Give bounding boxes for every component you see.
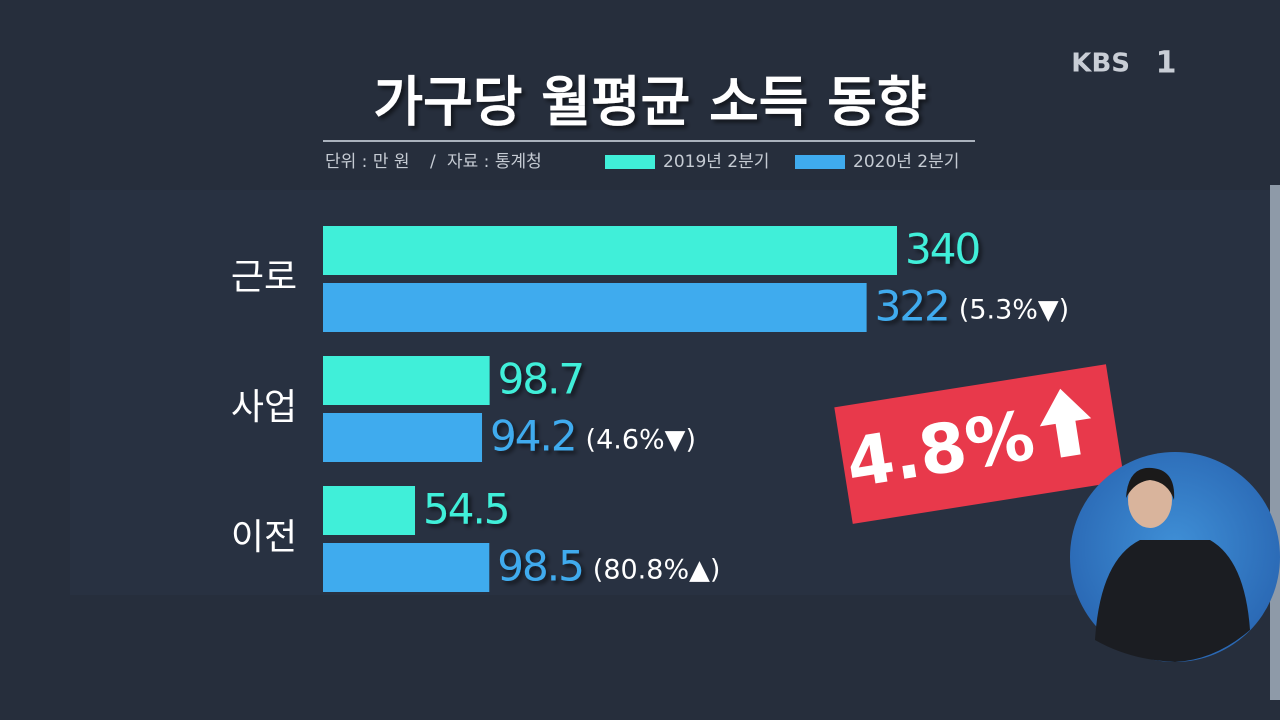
- value-label: 98.7: [498, 355, 584, 404]
- unit-note: 단위 : 만 원: [325, 152, 410, 172]
- up-arrow: [1039, 388, 1092, 458]
- legend-label: 2020년 2분기: [853, 152, 959, 172]
- bar: [323, 413, 483, 462]
- category-label: 이전: [231, 517, 297, 558]
- change-label: (5.3%▼): [959, 295, 1069, 326]
- bar: [323, 486, 416, 535]
- chart-title: 가구당 월평균 소득 동향: [373, 71, 926, 134]
- source-note: 자료 : 통계청: [447, 152, 542, 172]
- value-label: 322: [875, 282, 949, 331]
- change-label: (80.8%▲): [593, 555, 721, 586]
- legend-label: 2019년 2분기: [663, 152, 769, 172]
- logo-name: KBS: [1071, 49, 1130, 79]
- value-label: 98.5: [497, 542, 583, 591]
- legend-swatch: [605, 155, 655, 169]
- logo-number: 1: [1156, 46, 1177, 81]
- bar: [323, 543, 490, 592]
- interpreter-face: [1128, 472, 1172, 528]
- edge-strip: [1270, 185, 1280, 700]
- interpreter-body: [1095, 540, 1250, 662]
- change-label: (4.6%▼): [586, 425, 696, 456]
- category-label: 근로: [231, 257, 297, 298]
- interpreter-hair: [1126, 467, 1175, 500]
- bar: [323, 226, 897, 275]
- value-label: 54.5: [423, 485, 509, 534]
- legend-swatch: [795, 155, 845, 169]
- value-label: 340: [905, 225, 979, 274]
- bar: [323, 283, 867, 332]
- bar: [323, 356, 490, 405]
- separator: /: [430, 152, 436, 172]
- highlight-badge: 4.8%: [834, 364, 1125, 524]
- category-label: 사업: [231, 387, 297, 428]
- value-label: 94.2: [490, 412, 576, 461]
- sign-interpreter: [1070, 452, 1280, 662]
